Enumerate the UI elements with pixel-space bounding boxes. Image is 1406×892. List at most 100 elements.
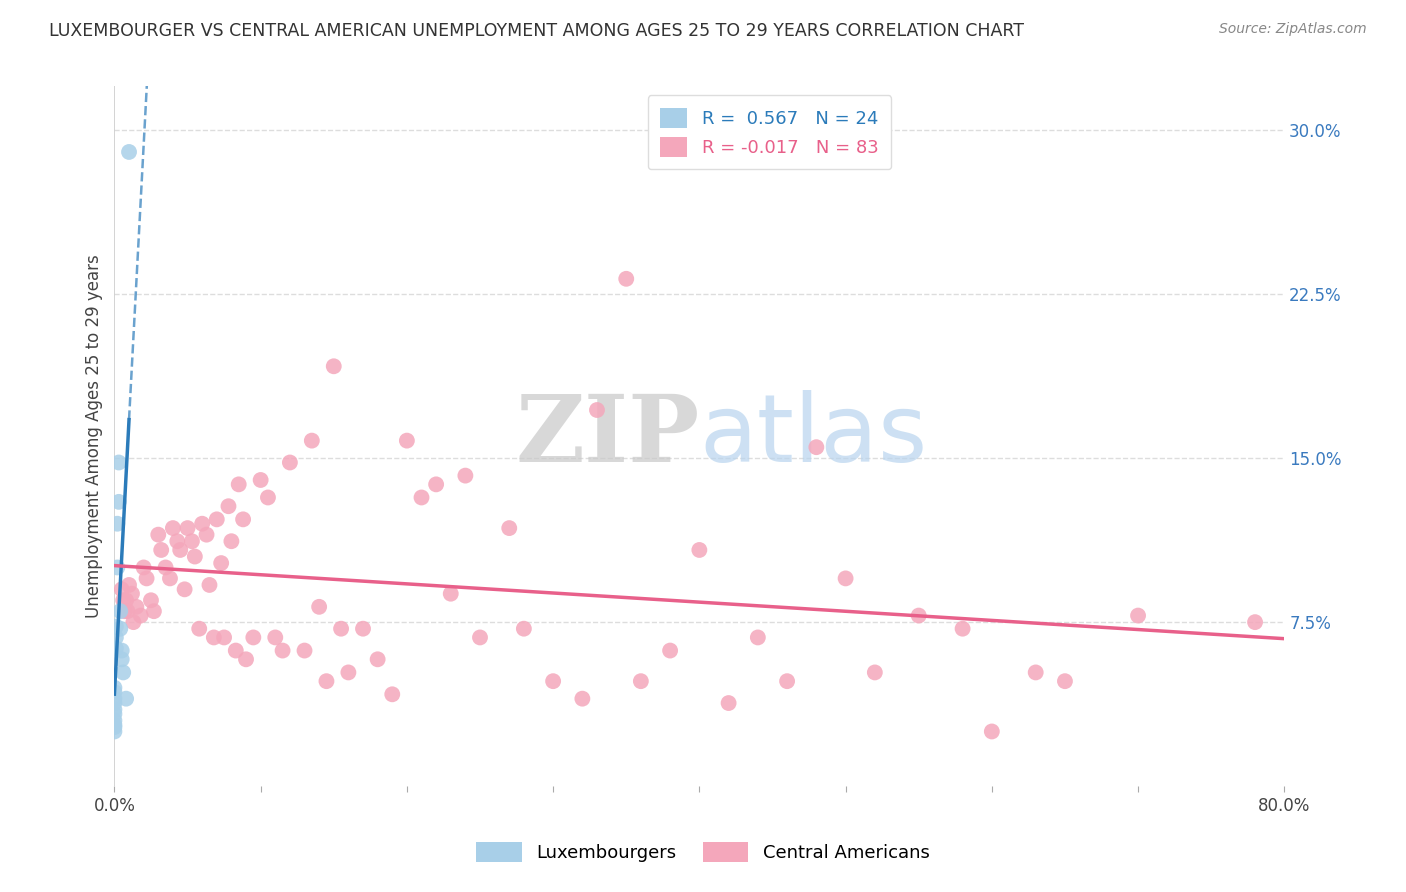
Point — [122, 615, 145, 629]
Point — [115, 593, 138, 607]
Point — [776, 674, 799, 689]
Point — [747, 631, 769, 645]
Point — [103, 685, 125, 699]
Legend: Luxembourgers, Central Americans: Luxembourgers, Central Americans — [470, 835, 936, 870]
Point — [103, 718, 125, 732]
Point — [117, 604, 139, 618]
Point — [1053, 674, 1076, 689]
Point — [454, 468, 477, 483]
Point — [205, 512, 228, 526]
Point — [103, 681, 125, 695]
Point — [315, 674, 337, 689]
Point — [271, 643, 294, 657]
Point — [202, 631, 225, 645]
Point — [195, 527, 218, 541]
Point — [110, 604, 132, 618]
Point — [104, 619, 127, 633]
Legend: R =  0.567   N = 24, R = -0.017   N = 83: R = 0.567 N = 24, R = -0.017 N = 83 — [648, 95, 891, 169]
Point — [104, 631, 127, 645]
Point — [980, 724, 1002, 739]
Point — [111, 643, 134, 657]
Point — [425, 477, 447, 491]
Text: atlas: atlas — [699, 391, 928, 483]
Point — [188, 622, 211, 636]
Point — [155, 560, 177, 574]
Point — [104, 641, 127, 656]
Point — [440, 587, 463, 601]
Point — [1025, 665, 1047, 680]
Point — [139, 593, 162, 607]
Point — [1244, 615, 1267, 629]
Point — [586, 403, 609, 417]
Text: ZIP: ZIP — [515, 392, 699, 482]
Text: Source: ZipAtlas.com: Source: ZipAtlas.com — [1219, 22, 1367, 37]
Point — [863, 665, 886, 680]
Point — [322, 359, 344, 374]
Point — [218, 500, 240, 514]
Point — [103, 720, 125, 734]
Point — [112, 665, 135, 680]
Point — [169, 543, 191, 558]
Point — [103, 724, 125, 739]
Point — [688, 543, 710, 558]
Point — [541, 674, 564, 689]
Point — [337, 665, 360, 680]
Point — [806, 440, 828, 454]
Point — [198, 578, 221, 592]
Point — [115, 691, 138, 706]
Point — [191, 516, 214, 531]
Point — [257, 491, 280, 505]
Point — [235, 652, 257, 666]
Point — [103, 714, 125, 728]
Point — [110, 622, 132, 636]
Point — [118, 578, 141, 592]
Point — [166, 534, 188, 549]
Point — [907, 608, 929, 623]
Point — [209, 556, 232, 570]
Point — [118, 145, 141, 159]
Point — [571, 691, 593, 706]
Point — [381, 687, 404, 701]
Point — [330, 622, 353, 636]
Point — [111, 652, 134, 666]
Point — [105, 516, 128, 531]
Point — [395, 434, 418, 448]
Point — [367, 652, 389, 666]
Point — [630, 674, 652, 689]
Point — [176, 521, 198, 535]
Point — [228, 477, 250, 491]
Point — [150, 543, 173, 558]
Point — [659, 643, 682, 657]
Point — [834, 571, 856, 585]
Point — [212, 631, 235, 645]
Point — [513, 622, 536, 636]
Point — [103, 703, 125, 717]
Point — [103, 696, 125, 710]
Point — [468, 631, 491, 645]
Point — [121, 587, 143, 601]
Point — [301, 434, 323, 448]
Point — [132, 560, 155, 574]
Point — [294, 643, 316, 657]
Point — [180, 534, 202, 549]
Point — [148, 527, 170, 541]
Point — [411, 491, 433, 505]
Point — [107, 455, 129, 469]
Point — [129, 608, 152, 623]
Point — [221, 534, 243, 549]
Point — [717, 696, 740, 710]
Point — [105, 560, 128, 574]
Point — [278, 455, 301, 469]
Point — [184, 549, 207, 564]
Point — [225, 643, 247, 657]
Point — [242, 631, 264, 645]
Point — [352, 622, 374, 636]
Point — [232, 512, 254, 526]
Point — [103, 706, 125, 721]
Point — [142, 604, 165, 618]
Text: LUXEMBOURGER VS CENTRAL AMERICAN UNEMPLOYMENT AMONG AGES 25 TO 29 YEARS CORRELAT: LUXEMBOURGER VS CENTRAL AMERICAN UNEMPLO… — [49, 22, 1024, 40]
Point — [173, 582, 195, 597]
Point — [159, 571, 181, 585]
Point — [125, 599, 148, 614]
Point — [249, 473, 271, 487]
